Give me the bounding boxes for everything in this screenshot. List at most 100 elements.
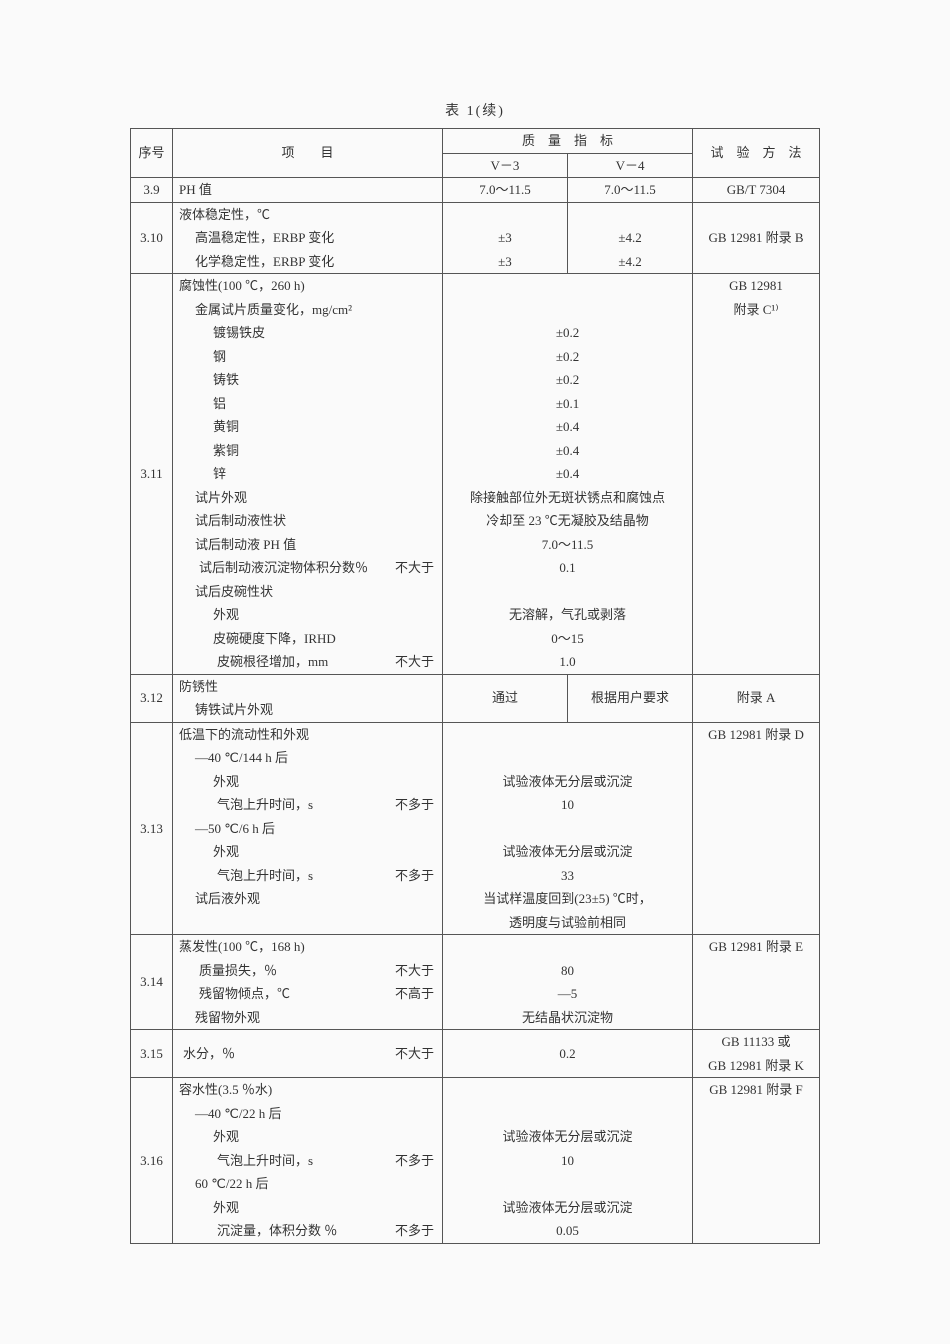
v4-3-9: 7.0～11.5	[568, 178, 693, 203]
qual-3-13-4: 不多于	[395, 795, 438, 815]
hdr-v3: V－3	[443, 153, 568, 178]
val-3-14-4: 无结晶状沉淀物	[443, 1006, 693, 1030]
val-m6: ±0.4	[443, 439, 693, 463]
val-3-11-l4: 冷却至 23 ℃无凝胶及结晶物	[443, 509, 693, 533]
item-3-16-2: —40 ℃/22 h 后	[173, 1102, 443, 1126]
seq-3-15: 3.15	[131, 1030, 173, 1078]
val-3-11-l8: 无溶解，气孔或剥落	[443, 603, 693, 627]
v3-3-12: 通过	[443, 674, 568, 722]
v4-3-10b: ±4.2	[568, 250, 693, 274]
method-3-10: GB 12981 附录 B	[693, 202, 820, 274]
item-3-12-1: 防锈性	[173, 674, 443, 698]
item-3-11-l9: 皮碗硬度下降，IRHD	[173, 627, 443, 651]
val-m7: ±0.4	[443, 462, 693, 486]
row-3-16a: 3.16 容水性(3.5 ％水) GB 12981 附录 F	[131, 1078, 820, 1102]
item-m7: 锌	[173, 462, 443, 486]
spec-table: 序号 项 目 质 量 指 标 试 验 方 法 V－3 V－4 3.9 PH 值 …	[130, 128, 820, 1244]
item-3-11-l5: 试后制动液 PH 值	[173, 533, 443, 557]
val-3-13-8b: 透明度与试验前相同	[443, 911, 693, 935]
item-3-9: PH 值	[173, 178, 443, 203]
qual-3-15-1: 不大于	[395, 1044, 438, 1064]
row-3-14a: 3.14 蒸发性(100 ℃，168 h) GB 12981 附录 E	[131, 935, 820, 959]
method-3-9: GB/T 7304	[693, 178, 820, 203]
v4-3-12: 根据用户要求	[568, 674, 693, 722]
item-m1: 镀锡铁皮	[173, 321, 443, 345]
item-3-14-4: 残留物外观	[173, 1006, 443, 1030]
seq-3-13: 3.13	[131, 722, 173, 935]
val-3-14-2: 80	[443, 959, 693, 983]
val-3-11-l5: 7.0～11.5	[443, 533, 693, 557]
item-3-11-l7: 试后皮碗性状	[173, 580, 443, 604]
seq-3-12: 3.12	[131, 674, 173, 722]
item-3-13-3: 外观	[173, 770, 443, 794]
method-3-15a: GB 11133 或	[693, 1030, 820, 1054]
qual-3-16-7: 不多于	[395, 1221, 438, 1241]
item-3-11-l3: 试片外观	[173, 486, 443, 510]
qual-3-14-3: 不高于	[395, 984, 438, 1004]
item-m2: 钢	[173, 345, 443, 369]
val-3-13-6: 试验液体无分层或沉淀	[443, 840, 693, 864]
val-3-14-3: —5	[443, 982, 693, 1006]
qual-3-14-2: 不大于	[395, 961, 438, 981]
method-3-11a: GB 12981	[693, 274, 820, 298]
item-3-13-1: 低温下的流动性和外观	[173, 722, 443, 746]
val-m2: ±0.2	[443, 345, 693, 369]
item-m4: 铝	[173, 392, 443, 416]
row-3-12a: 3.12 防锈性 通过 根据用户要求 附录 A	[131, 674, 820, 698]
val-3-13-4: 10	[443, 793, 693, 817]
item-3-14-1: 蒸发性(100 ℃，168 h)	[173, 935, 443, 959]
val-m4: ±0.1	[443, 392, 693, 416]
item-3-13-8: 试后液外观	[173, 887, 443, 911]
seq-3-11: 3.11	[131, 274, 173, 675]
item-3-16-1: 容水性(3.5 ％水)	[173, 1078, 443, 1102]
method-3-11b: 附录 C¹⁾	[693, 298, 820, 322]
item-3-11-l10: 皮碗根径增加，mm	[177, 652, 395, 672]
method-3-13: GB 12981 附录 D	[693, 722, 820, 746]
seq-3-16: 3.16	[131, 1078, 173, 1244]
item-3-16-4: 气泡上升时间，s	[177, 1151, 395, 1171]
item-3-11-2: 金属试片质量变化，mg/cm²	[173, 298, 443, 322]
seq-3-14: 3.14	[131, 935, 173, 1030]
val-3-11-l9: 0～15	[443, 627, 693, 651]
item-m6: 紫铜	[173, 439, 443, 463]
val-m3: ±0.2	[443, 368, 693, 392]
item-3-11-l4: 试后制动液性状	[173, 509, 443, 533]
item-3-16-3: 外观	[173, 1125, 443, 1149]
val-3-11-l10: 1.0	[443, 650, 693, 674]
row-3-10a: 3.10 液体稳定性，℃ GB 12981 附录 B	[131, 202, 820, 226]
val-3-11-l3: 除接触部位外无斑状锈点和腐蚀点	[443, 486, 693, 510]
item-3-11-1: 腐蚀性(100 ℃，260 h)	[173, 274, 443, 298]
hdr-item: 项 目	[173, 129, 443, 178]
row-3-13a: 3.13 低温下的流动性和外观 GB 12981 附录 D	[131, 722, 820, 746]
item-3-14-3: 残留物倾点，℃	[177, 984, 395, 1004]
val-3-13-7: 33	[443, 864, 693, 888]
val-3-16-7: 0.05	[443, 1219, 693, 1243]
item-m5: 黄铜	[173, 415, 443, 439]
header-row-1: 序号 项 目 质 量 指 标 试 验 方 法	[131, 129, 820, 154]
method-3-14: GB 12981 附录 E	[693, 935, 820, 959]
item-3-10-2: 高温稳定性，ERBP 变化	[173, 226, 443, 250]
item-3-16-6: 外观	[173, 1196, 443, 1220]
v3-3-10b: ±3	[443, 250, 568, 274]
val-m1: ±0.2	[443, 321, 693, 345]
item-3-14-2: 质量损失，％	[177, 961, 395, 981]
hdr-seq: 序号	[131, 129, 173, 178]
v3-3-9: 7.0～11.5	[443, 178, 568, 203]
qual-3-13-7: 不多于	[395, 866, 438, 886]
hdr-method: 试 验 方 法	[693, 129, 820, 178]
item-3-12-2: 铸铁试片外观	[173, 698, 443, 722]
item-3-13-2: —40 ℃/144 h 后	[173, 746, 443, 770]
table-caption: 表 1(续)	[130, 100, 820, 120]
seq-3-9: 3.9	[131, 178, 173, 203]
val-3-13-8a: 当试样温度回到(23±5) ℃时，	[443, 887, 693, 911]
item-3-13-6: 外观	[173, 840, 443, 864]
val-3-16-3: 试验液体无分层或沉淀	[443, 1125, 693, 1149]
val-3-15: 0.2	[443, 1030, 693, 1078]
qual-3-11-l10: 不大于	[395, 652, 438, 672]
item-3-11-l6: 试后制动液沉淀物体积分数％	[177, 558, 395, 578]
item-3-13-5: —50 ℃/6 h 后	[173, 817, 443, 841]
item-3-13-4: 气泡上升时间，s	[177, 795, 395, 815]
item-3-15-1: 水分，％	[177, 1044, 395, 1064]
item-3-11-l8: 外观	[173, 603, 443, 627]
hdr-spec: 质 量 指 标	[443, 129, 693, 154]
